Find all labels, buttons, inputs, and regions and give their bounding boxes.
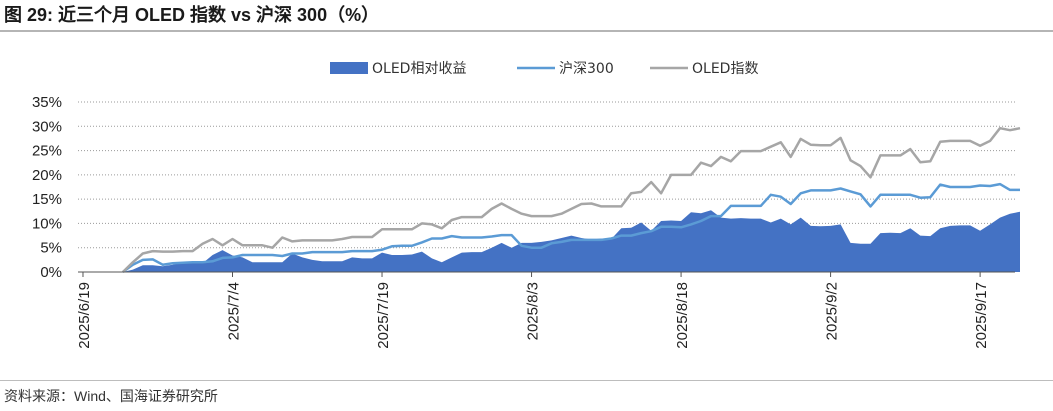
y-tick-label: 10%	[32, 215, 62, 232]
y-tick-label: 5%	[40, 240, 62, 257]
x-tick-label: 2025/9/17	[973, 282, 990, 349]
source-note: 资料来源：Wind、国海证券研究所	[4, 388, 218, 404]
legend: OLED相对收益 沪深300 OLED指数	[330, 61, 758, 77]
y-tick-label: 20%	[32, 167, 62, 184]
plot-area	[122, 126, 1021, 274]
title-divider	[0, 30, 1053, 32]
y-tick-label: 15%	[32, 191, 62, 208]
y-tick-label: 30%	[32, 118, 62, 135]
legend-swatch-relative	[330, 62, 368, 74]
line-area-chart: OLED相对收益 沪深300 OLED指数 0% 5% 10% 15% 20% 25% 30…	[32, 61, 1021, 349]
legend-label-relative: OLED相对收益	[372, 61, 466, 77]
x-tick-label: 2025/8/18	[674, 282, 691, 349]
x-tick-label: 2025/6/19	[76, 282, 93, 349]
x-tick-label: 2025/9/2	[824, 282, 841, 340]
legend-label-hs300: 沪深300	[559, 61, 614, 77]
x-tick-label: 2025/7/4	[226, 282, 243, 340]
line-hs300	[122, 182, 1020, 274]
x-axis-ticks: 2025/6/19 2025/7/4 2025/7/19 2025/8/3 2025/8…	[76, 272, 990, 349]
figure-title: 图 29: 近三个月 OLED 指数 vs 沪深 300（%）	[4, 5, 380, 25]
footer-divider	[0, 380, 1053, 381]
y-axis-ticks: 0% 5% 10% 15% 20% 25% 30% 35%	[32, 94, 62, 281]
y-tick-label: 0%	[40, 264, 62, 281]
line-oled-index	[122, 126, 1021, 273]
x-tick-label: 2025/7/19	[375, 282, 392, 349]
y-tick-label: 35%	[32, 94, 62, 111]
x-tick-label: 2025/8/3	[525, 282, 542, 340]
y-tick-label: 25%	[32, 143, 62, 160]
gridlines	[78, 101, 1015, 249]
legend-label-oled: OLED指数	[692, 61, 758, 77]
